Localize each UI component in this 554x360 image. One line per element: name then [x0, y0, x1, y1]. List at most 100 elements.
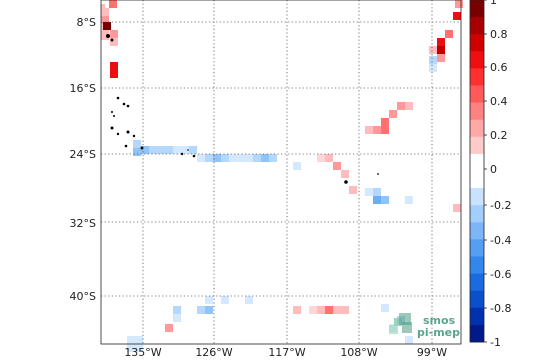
anomaly-cell: [373, 196, 381, 204]
island: [122, 102, 126, 106]
anomaly-cell: [333, 306, 341, 314]
anomaly-cell: [181, 146, 189, 154]
colorbar-tick-label: 0.8: [490, 28, 508, 41]
colorbar: [469, 0, 485, 343]
anomaly-cell: [437, 38, 445, 46]
colorbar-tick-label: -1: [490, 336, 501, 349]
colorbar-segment: [470, 0, 484, 18]
anomaly-cell: [397, 102, 405, 110]
colorbar-tick-label: 0.6: [490, 61, 508, 74]
island: [111, 111, 113, 113]
island: [110, 126, 114, 130]
anomaly-cell: [317, 154, 325, 162]
anomaly-cell: [173, 146, 181, 154]
island: [192, 154, 196, 158]
anomaly-cell: [261, 154, 269, 162]
anomaly-cell: [157, 146, 165, 154]
colorbar-segment: [470, 256, 484, 274]
anomaly-cell: [381, 196, 389, 204]
colorbar-segment: [470, 324, 484, 343]
anomaly-cell: [405, 102, 413, 110]
anomaly-cell: [405, 196, 413, 204]
island: [110, 38, 114, 42]
colorbar-segment: [470, 136, 484, 155]
anomaly-cell: [325, 306, 333, 314]
colorbar-tick-label: -0.2: [490, 199, 511, 212]
anomaly-cell: [453, 204, 461, 212]
anomaly-cell: [333, 162, 341, 170]
island: [180, 152, 184, 156]
colorbar-segment: [470, 119, 484, 138]
lon-label-126w: 126°W: [195, 346, 232, 359]
anomaly-cell: [253, 154, 261, 162]
anomaly-cell: [189, 146, 197, 154]
island: [124, 144, 128, 148]
colorbar-segment: [470, 102, 484, 121]
lat-label-16s: 16°S: [70, 82, 96, 95]
anomaly-cell: [349, 186, 357, 194]
colorbar-segment: [470, 205, 484, 223]
anomaly-cell: [229, 154, 237, 162]
anomaly-cell: [110, 70, 118, 78]
lat-label-40s: 40°S: [70, 290, 96, 303]
anomaly-cell: [165, 146, 173, 154]
island: [113, 115, 115, 117]
colorbar-segment: [470, 34, 484, 52]
colorbar-segment: [470, 273, 484, 292]
svg-text:pi-mep: pi-mep: [417, 326, 460, 339]
island: [116, 132, 120, 136]
anomaly-cell: [149, 146, 157, 154]
colorbar-segment: [470, 188, 484, 206]
colorbar-segment: [470, 51, 484, 69]
anomaly-cell: [437, 54, 445, 62]
island: [126, 130, 130, 134]
anomaly-cell: [221, 296, 229, 304]
anomaly-cell: [103, 22, 111, 30]
anomaly-cell: [317, 306, 325, 314]
graticule: [101, 0, 461, 344]
map-frame: [100, 0, 462, 345]
anomaly-cell: [165, 324, 173, 332]
anomaly-cell: [325, 154, 333, 162]
anomaly-cell: [133, 148, 141, 156]
island: [106, 34, 110, 38]
anomaly-cell: [101, 16, 109, 24]
colorbar-segment: [470, 222, 484, 240]
anomaly-cell: [437, 46, 445, 54]
colorbar-segment: [470, 17, 484, 35]
island: [126, 104, 130, 108]
island: [344, 180, 348, 184]
lon-label-117w: 117°W: [268, 346, 305, 359]
anomaly-cell: [293, 306, 301, 314]
island: [132, 134, 136, 138]
anomaly-cell: [341, 306, 349, 314]
anomaly-cell: [197, 154, 205, 162]
anomaly-cell: [429, 56, 437, 64]
anomaly-cell: [205, 306, 213, 314]
anomaly-cell: [381, 126, 389, 134]
lat-label-24s: 24°S: [70, 148, 96, 161]
island: [377, 173, 379, 175]
anomaly-cell: [110, 30, 118, 38]
lon-label-135w: 135°W: [124, 346, 161, 359]
anomaly-cell: [455, 0, 463, 8]
lat-label-8s: 8°S: [77, 16, 96, 29]
anomaly-cell: [293, 162, 301, 170]
colorbar-segment: [470, 239, 484, 257]
anomaly-cell: [341, 170, 349, 178]
anomaly-cell: [101, 8, 109, 16]
anomaly-cell: [453, 12, 461, 20]
anomaly-cell: [101, 4, 105, 8]
colorbar-segment: [470, 307, 484, 326]
island: [187, 149, 189, 151]
anomaly-cell: [309, 306, 317, 314]
anomaly-cell: [205, 296, 213, 304]
anomaly-cell: [109, 0, 117, 8]
colorbar-segment: [470, 290, 484, 309]
colorbar-labels: 1 0.8 0.6 0.4 0.2 0 -0.2 -0.4 -0.6 -0.8 -1: [484, 0, 511, 349]
anomaly-cells: [101, 0, 463, 352]
anomaly-cell: [429, 46, 437, 54]
anomaly-cell: [373, 126, 381, 134]
smos-pi-mep-logo: smos pi-mep: [389, 313, 460, 339]
